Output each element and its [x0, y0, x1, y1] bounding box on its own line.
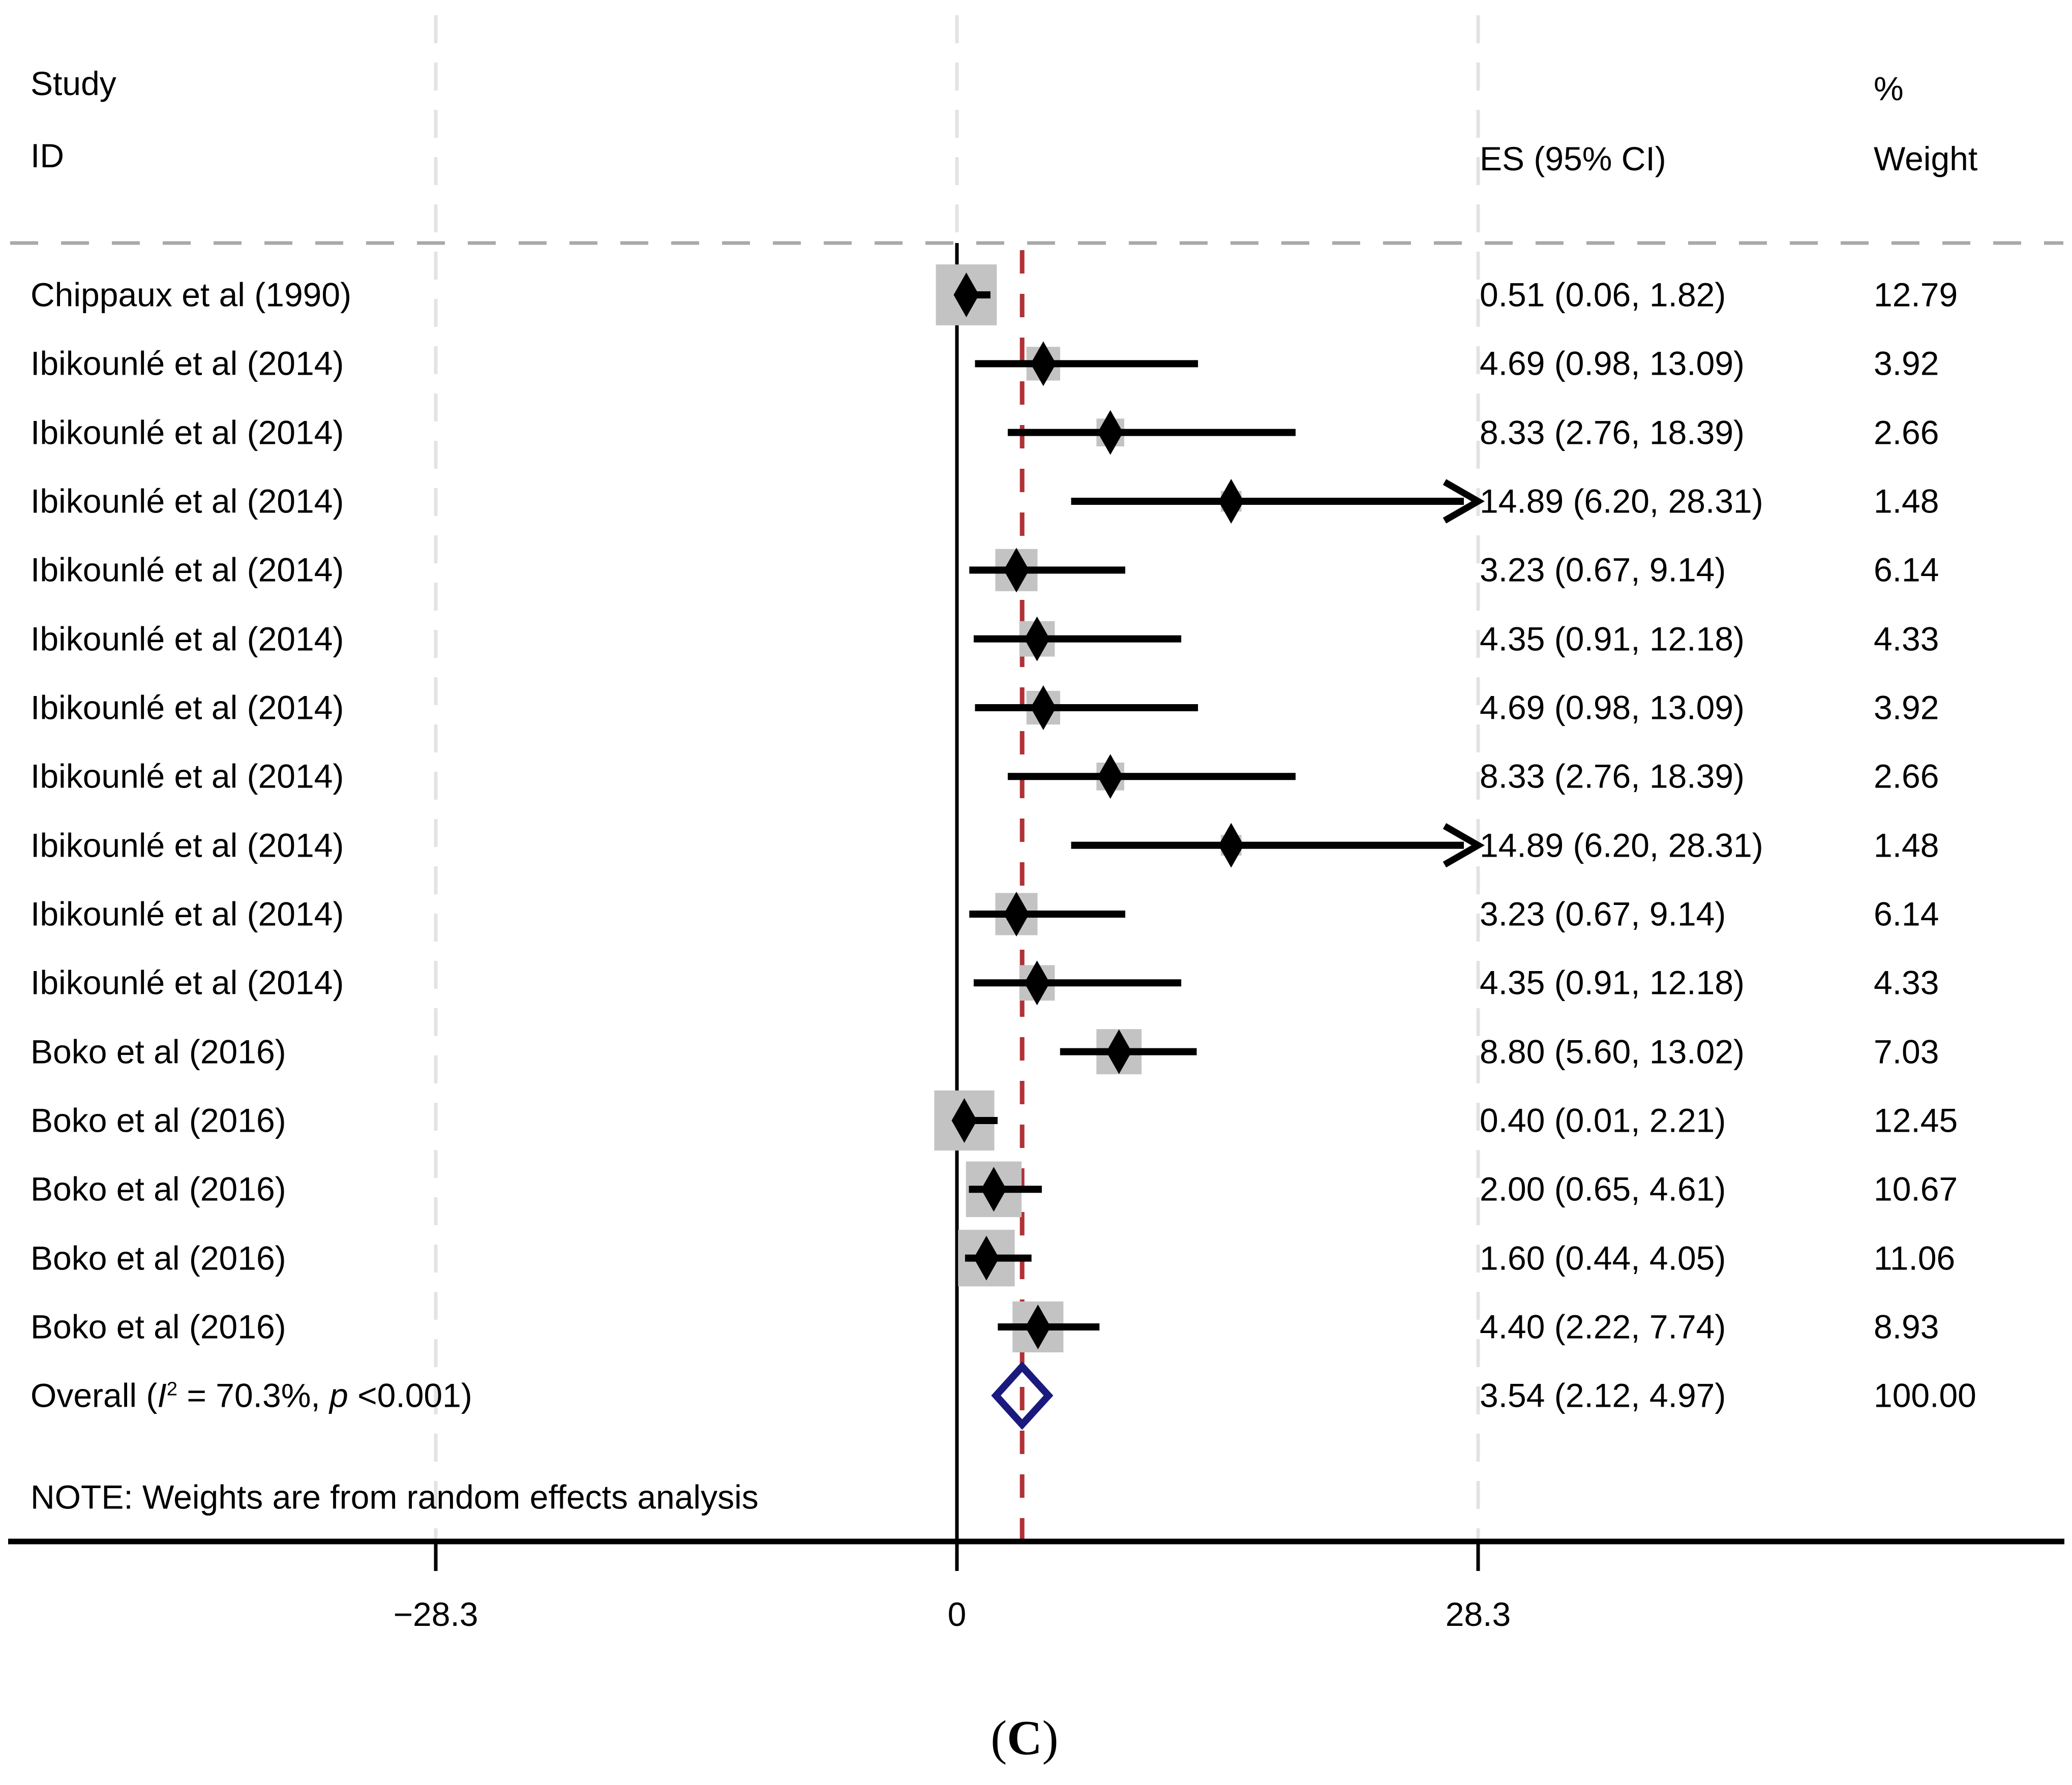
es-ci-value: 4.69 (0.98, 13.09) — [1480, 344, 1745, 382]
study-label: Ibikounlé et al (2014) — [31, 482, 344, 520]
es-ci-value: 0.51 (0.06, 1.82) — [1480, 276, 1726, 314]
point-estimate-diamond — [1097, 754, 1123, 799]
caption-letter: C — [1007, 1710, 1042, 1765]
overall-label-prefix: Overall ( — [31, 1376, 158, 1414]
point-estimate-diamond — [973, 1235, 999, 1281]
x-tick-label: 28.3 — [1445, 1595, 1511, 1633]
study-label: Chippaux et al (1990) — [31, 276, 352, 314]
study-label: Boko et al (2016) — [31, 1308, 286, 1346]
point-estimate-diamond — [1024, 616, 1050, 661]
es-ci-value: 2.00 (0.65, 4.61) — [1480, 1170, 1726, 1208]
overall-stat-suffix: <0.001) — [348, 1376, 472, 1414]
point-estimate-diamond — [1097, 410, 1123, 455]
study-label: Ibikounlé et al (2014) — [31, 757, 344, 795]
es-ci-value: 0.40 (0.01, 2.21) — [1480, 1101, 1726, 1139]
overall-i-stat: I — [157, 1376, 167, 1414]
study-label: Ibikounlé et al (2014) — [31, 413, 344, 451]
overall-weight-value: 100.00 — [1874, 1376, 1976, 1414]
weight-value: 12.79 — [1874, 276, 1958, 314]
weight-value: 2.66 — [1874, 413, 1939, 451]
es-ci-value: 4.35 (0.91, 12.18) — [1480, 963, 1745, 1002]
weight-value: 4.33 — [1874, 963, 1939, 1002]
weight-value: 6.14 — [1874, 895, 1939, 933]
es-ci-value: 14.89 (6.20, 28.31) — [1480, 482, 1763, 520]
es-ci-header: ES (95% CI) — [1480, 140, 1666, 177]
study-label: Boko et al (2016) — [31, 1101, 286, 1139]
weight-value: 3.92 — [1874, 688, 1939, 727]
es-ci-value: 8.33 (2.76, 18.39) — [1480, 413, 1745, 451]
ci-arrowhead — [1443, 823, 1485, 868]
weight-header: Weight — [1874, 140, 1978, 177]
study-label: Boko et al (2016) — [31, 1238, 286, 1277]
es-ci-value: 3.23 (0.67, 9.14) — [1480, 551, 1726, 589]
study-label: Ibikounlé et al (2014) — [31, 826, 344, 864]
point-estimate-diamond — [1106, 1029, 1132, 1074]
study-label: Boko et al (2016) — [31, 1032, 286, 1070]
es-ci-value: 8.33 (2.76, 18.39) — [1480, 757, 1745, 795]
weight-value: 8.93 — [1874, 1308, 1939, 1346]
es-ci-value: 14.89 (6.20, 28.31) — [1480, 826, 1763, 864]
weight-value: 11.06 — [1874, 1238, 1956, 1277]
point-estimate-diamond — [1030, 341, 1056, 386]
es-ci-value: 1.60 (0.44, 4.05) — [1480, 1238, 1726, 1277]
point-estimate-diamond — [1030, 685, 1056, 730]
caption-paren-open: ( — [990, 1710, 1007, 1765]
overall-label: Overall (I2 = 70.3%, p <0.001) — [31, 1378, 472, 1413]
point-estimate-diamond — [981, 1167, 1007, 1212]
point-estimate-diamond — [1024, 960, 1050, 1006]
point-estimate-diamond — [1003, 891, 1029, 936]
caption-paren-close: ) — [1042, 1710, 1059, 1765]
weight-value: 4.33 — [1874, 619, 1939, 657]
study-label: Ibikounlé et al (2014) — [31, 895, 344, 933]
es-ci-value: 3.23 (0.67, 9.14) — [1480, 895, 1726, 933]
overall-stat-mid: = 70.3%, — [177, 1376, 330, 1414]
weight-value: 7.03 — [1874, 1032, 1939, 1070]
study-label: Ibikounlé et al (2014) — [31, 963, 344, 1002]
es-ci-value: 8.80 (5.60, 13.02) — [1480, 1032, 1745, 1070]
point-estimate-diamond — [1003, 548, 1029, 593]
es-ci-value: 4.69 (0.98, 13.09) — [1480, 688, 1745, 727]
weight-value: 6.14 — [1874, 551, 1939, 589]
study-label: Boko et al (2016) — [31, 1170, 286, 1208]
point-estimate-diamond — [951, 1098, 977, 1143]
study-label: Ibikounlé et al (2014) — [31, 551, 344, 589]
weight-value: 1.48 — [1874, 482, 1939, 520]
weight-value: 1.48 — [1874, 826, 1939, 864]
point-estimate-diamond — [1218, 478, 1244, 524]
overall-diamond — [991, 1361, 1054, 1430]
weight-value: 3.92 — [1874, 344, 1939, 382]
random-effects-note: NOTE: Weights are from random effects an… — [31, 1478, 759, 1516]
point-estimate-diamond — [1025, 1304, 1051, 1349]
es-ci-value: 4.35 (0.91, 12.18) — [1480, 619, 1745, 657]
study-header-line2: ID — [31, 137, 64, 174]
overall-p-stat: p — [329, 1376, 348, 1414]
weight-value: 2.66 — [1874, 757, 1939, 795]
ci-arrowhead — [1443, 479, 1485, 524]
overall-i-sup: 2 — [166, 1378, 178, 1400]
study-header-line1: Study — [31, 65, 116, 102]
es-ci-value: 4.40 (2.22, 7.74) — [1480, 1308, 1726, 1346]
overall-es-ci-value: 3.54 (2.12, 4.97) — [1480, 1376, 1726, 1414]
study-label: Ibikounlé et al (2014) — [31, 344, 344, 382]
weight-value: 10.67 — [1874, 1170, 1958, 1208]
x-tick-label: −28.3 — [393, 1595, 478, 1633]
x-tick-label: 0 — [947, 1595, 967, 1633]
weight-header-percent: % — [1874, 70, 1904, 107]
study-label: Ibikounlé et al (2014) — [31, 688, 344, 727]
weight-value: 12.45 — [1874, 1101, 1958, 1139]
figure-caption: (C) — [990, 1710, 1058, 1766]
point-estimate-diamond — [953, 273, 979, 317]
point-estimate-diamond — [1218, 823, 1244, 868]
study-label: Ibikounlé et al (2014) — [31, 619, 344, 657]
